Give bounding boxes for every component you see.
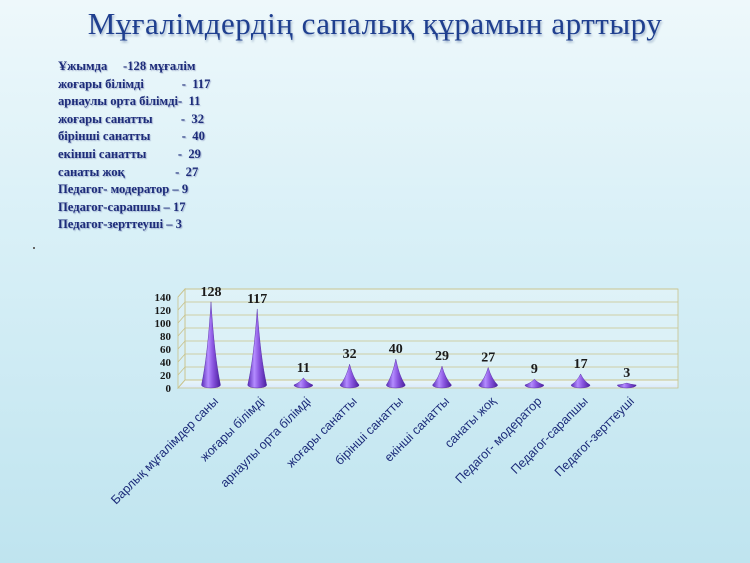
slide-title: Мұғалімдердің сапалық құрамын арттыру	[87, 6, 663, 41]
stats-line: Ұжымда -128 мұғалім	[58, 59, 196, 73]
gridline	[177, 288, 678, 298]
cone-bar	[478, 366, 498, 389]
y-tick-label: 120	[155, 305, 172, 317]
cone-bar	[293, 377, 314, 389]
gridline	[177, 353, 678, 363]
gridline	[177, 301, 678, 311]
category-label: Педагог-зерттеуші	[552, 394, 637, 479]
category-label: Педагог-сарапшы	[508, 394, 591, 477]
data-label: 117	[247, 292, 267, 307]
y-tick-label: 140	[155, 292, 172, 304]
data-label: 17	[574, 357, 588, 372]
gridline	[177, 314, 678, 324]
y-tick-label: 100	[155, 318, 172, 330]
gridline	[177, 340, 678, 350]
stats-line: Педагог-зерттеуші – 3	[58, 217, 182, 232]
cone-bar	[247, 308, 267, 389]
y-tick-label: 0	[166, 383, 172, 395]
y-tick-label: 80	[160, 331, 172, 343]
decorative-dot	[33, 247, 35, 249]
y-tick-label: 60	[160, 344, 172, 356]
data-label: 32	[343, 347, 357, 362]
y-tick-label: 20	[160, 370, 172, 382]
category-label: арнаулы орта білімді	[218, 394, 314, 490]
data-label: 40	[389, 342, 403, 357]
stats-list: Ұжымда -128 мұғалім жоғары білімді - 117…	[58, 58, 318, 234]
cone-series	[201, 301, 637, 389]
data-label: 3	[623, 366, 630, 381]
cone-bar	[617, 382, 637, 389]
cone-bar	[570, 373, 591, 389]
gridline	[177, 379, 678, 389]
chart-side-wall	[177, 287, 186, 390]
cone-bar	[339, 364, 360, 389]
data-label: 128	[201, 285, 222, 300]
stats-line: Педагог-сарапшы – 17	[58, 199, 186, 214]
data-label: 11	[297, 361, 310, 376]
data-label: 29	[435, 349, 449, 364]
stats-line: бірінші санатты - 40	[58, 129, 205, 144]
data-label: 27	[481, 350, 495, 365]
gridline	[177, 366, 678, 376]
cone-bar	[386, 358, 406, 389]
y-tick-label: 40	[160, 357, 172, 369]
cone-bar	[524, 378, 545, 389]
cone-bar	[201, 301, 221, 389]
stats-line: жоғары білімді - 117	[58, 76, 211, 91]
stats-line: жоғары санатты - 32	[58, 111, 205, 126]
data-labels: 128 117 11 32 40 29 27 9 17 3	[201, 285, 631, 381]
category-label: Педагог- модератор	[453, 394, 545, 486]
stats-line: екінші санатты - 29	[58, 146, 201, 161]
data-label: 9	[531, 362, 538, 377]
stats-line: арнаулы орта білімді- 11	[58, 94, 201, 109]
stats-line: Педагог- модератор – 9	[58, 182, 189, 197]
stats-line: санаты жоқ - 27	[58, 164, 199, 179]
gridline	[177, 327, 678, 337]
cone-bar	[432, 365, 452, 389]
